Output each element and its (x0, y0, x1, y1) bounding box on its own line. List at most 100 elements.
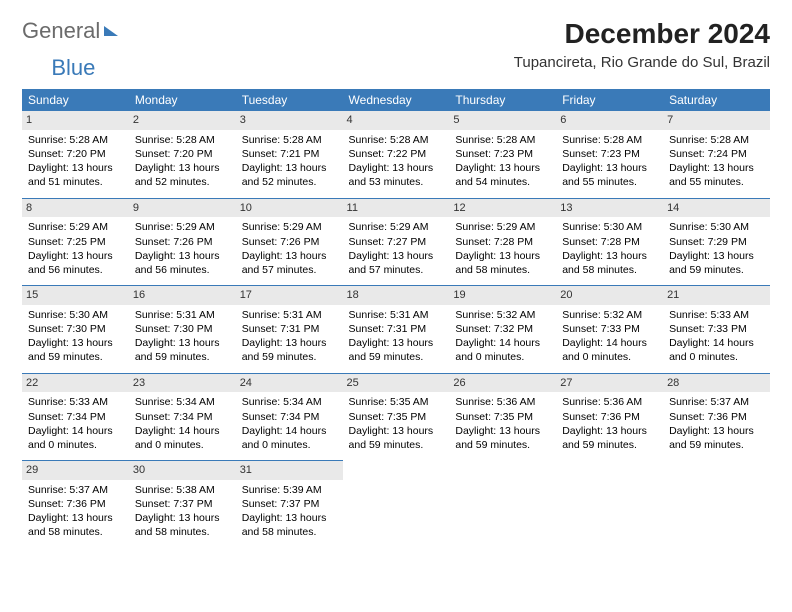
daylight-line: Daylight: 13 hours and 57 minutes. (242, 249, 337, 277)
daylight-line: Daylight: 14 hours and 0 minutes. (28, 424, 123, 452)
daylight-line: Daylight: 13 hours and 56 minutes. (28, 249, 123, 277)
sunrise-line: Sunrise: 5:28 AM (455, 133, 550, 147)
sunset-line: Sunset: 7:26 PM (242, 235, 337, 249)
title-block: December 2024 Tupancireta, Rio Grande do… (514, 18, 770, 71)
sunset-line: Sunset: 7:28 PM (562, 235, 657, 249)
location-text: Tupancireta, Rio Grande do Sul, Brazil (514, 54, 770, 71)
sunset-line: Sunset: 7:35 PM (455, 410, 550, 424)
calendar-day-cell: 9Sunrise: 5:29 AMSunset: 7:26 PMDaylight… (129, 198, 236, 286)
sunrise-line: Sunrise: 5:28 AM (349, 133, 444, 147)
calendar-day-cell: 30Sunrise: 5:38 AMSunset: 7:37 PMDayligh… (129, 461, 236, 548)
daylight-line: Daylight: 13 hours and 53 minutes. (349, 161, 444, 189)
sunset-line: Sunset: 7:31 PM (242, 322, 337, 336)
day-number: 6 (556, 111, 663, 130)
daylight-line: Daylight: 13 hours and 59 minutes. (669, 249, 764, 277)
sunset-line: Sunset: 7:35 PM (349, 410, 444, 424)
day-number: 26 (449, 374, 556, 393)
sunrise-line: Sunrise: 5:30 AM (669, 220, 764, 234)
daylight-line: Daylight: 13 hours and 58 minutes. (28, 511, 123, 539)
sunrise-line: Sunrise: 5:35 AM (349, 395, 444, 409)
daylight-line: Daylight: 13 hours and 56 minutes. (135, 249, 230, 277)
sunrise-line: Sunrise: 5:28 AM (562, 133, 657, 147)
day-number: 21 (663, 286, 770, 305)
daylight-line: Daylight: 13 hours and 58 minutes. (242, 511, 337, 539)
sunset-line: Sunset: 7:34 PM (28, 410, 123, 424)
daylight-line: Daylight: 13 hours and 58 minutes. (135, 511, 230, 539)
calendar-day-cell: 21Sunrise: 5:33 AMSunset: 7:33 PMDayligh… (663, 286, 770, 374)
sunset-line: Sunset: 7:23 PM (562, 147, 657, 161)
month-title: December 2024 (514, 18, 770, 50)
day-number: 29 (22, 461, 129, 480)
calendar-day-cell: 4 Sunrise: 5:28 AMSunset: 7:22 PMDaylight… (343, 111, 450, 198)
day-number: 3 (236, 111, 343, 130)
calendar-day-cell: 23Sunrise: 5:34 AMSunset: 7:34 PMDayligh… (129, 373, 236, 461)
sunrise-line: Sunrise: 5:29 AM (135, 220, 230, 234)
calendar-day-cell (449, 461, 556, 548)
day-number: 12 (449, 199, 556, 218)
sunrise-line: Sunrise: 5:29 AM (349, 220, 444, 234)
calendar-day-cell: 5Sunrise: 5:28 AMSunset: 7:23 PMDaylight… (449, 111, 556, 198)
daylight-line: Daylight: 13 hours and 59 minutes. (242, 336, 337, 364)
daylight-line: Daylight: 13 hours and 58 minutes. (562, 249, 657, 277)
sunrise-line: Sunrise: 5:39 AM (242, 483, 337, 497)
sunset-line: Sunset: 7:34 PM (135, 410, 230, 424)
sunrise-line: Sunrise: 5:29 AM (242, 220, 337, 234)
daylight-line: Daylight: 13 hours and 58 minutes. (455, 249, 550, 277)
sunrise-line: Sunrise: 5:28 AM (135, 133, 230, 147)
sunset-line: Sunset: 7:24 PM (669, 147, 764, 161)
day-number: 22 (22, 374, 129, 393)
sunrise-line: Sunrise: 5:28 AM (28, 133, 123, 147)
day-number: 15 (22, 286, 129, 305)
sunrise-line: Sunrise: 5:31 AM (349, 308, 444, 322)
calendar-day-cell: 29Sunrise: 5:37 AMSunset: 7:36 PMDayligh… (22, 461, 129, 548)
day-number: 18 (343, 286, 450, 305)
weekday-header: Monday (129, 89, 236, 111)
calendar-day-cell: 15Sunrise: 5:30 AMSunset: 7:30 PMDayligh… (22, 286, 129, 374)
daylight-line: Daylight: 13 hours and 52 minutes. (135, 161, 230, 189)
sunrise-line: Sunrise: 5:30 AM (562, 220, 657, 234)
calendar-day-cell: 16Sunrise: 5:31 AMSunset: 7:30 PMDayligh… (129, 286, 236, 374)
daylight-line: Daylight: 13 hours and 59 minutes. (669, 424, 764, 452)
calendar-day-cell: 27Sunrise: 5:36 AMSunset: 7:36 PMDayligh… (556, 373, 663, 461)
sunset-line: Sunset: 7:36 PM (562, 410, 657, 424)
day-number: 4 (343, 111, 450, 130)
day-number: 24 (236, 374, 343, 393)
calendar-day-cell: 17Sunrise: 5:31 AMSunset: 7:31 PMDayligh… (236, 286, 343, 374)
sunrise-line: Sunrise: 5:31 AM (242, 308, 337, 322)
sunset-line: Sunset: 7:27 PM (349, 235, 444, 249)
triangle-icon (104, 26, 118, 36)
daylight-line: Daylight: 13 hours and 59 minutes. (349, 336, 444, 364)
calendar-day-cell: 2Sunrise: 5:28 AMSunset: 7:20 PMDaylight… (129, 111, 236, 198)
calendar-day-cell: 19Sunrise: 5:32 AMSunset: 7:32 PMDayligh… (449, 286, 556, 374)
weekday-header: Sunday (22, 89, 129, 111)
calendar-day-cell: 25Sunrise: 5:35 AMSunset: 7:35 PMDayligh… (343, 373, 450, 461)
daylight-line: Daylight: 13 hours and 59 minutes. (135, 336, 230, 364)
weekday-header: Thursday (449, 89, 556, 111)
calendar-day-cell: 18Sunrise: 5:31 AMSunset: 7:31 PMDayligh… (343, 286, 450, 374)
day-number: 28 (663, 374, 770, 393)
brand-part2: Blue (51, 55, 95, 80)
day-number: 1 (22, 111, 129, 130)
sunrise-line: Sunrise: 5:33 AM (28, 395, 123, 409)
daylight-line: Daylight: 13 hours and 55 minutes. (669, 161, 764, 189)
sunrise-line: Sunrise: 5:37 AM (669, 395, 764, 409)
calendar-week-row: 15Sunrise: 5:30 AMSunset: 7:30 PMDayligh… (22, 286, 770, 374)
weekday-header: Friday (556, 89, 663, 111)
sunset-line: Sunset: 7:22 PM (349, 147, 444, 161)
day-number: 10 (236, 199, 343, 218)
sunrise-line: Sunrise: 5:34 AM (135, 395, 230, 409)
weekday-header: Wednesday (343, 89, 450, 111)
calendar-day-cell (663, 461, 770, 548)
calendar-day-cell: 22 Sunrise: 5:33 AMSunset: 7:34 PMDayligh… (22, 373, 129, 461)
sunrise-line: Sunrise: 5:29 AM (28, 220, 123, 234)
sunset-line: Sunset: 7:30 PM (135, 322, 230, 336)
day-number: 11 (343, 199, 450, 218)
sunrise-line: Sunrise: 5:34 AM (242, 395, 337, 409)
calendar-page: General December 2024 Tupancireta, Rio G… (0, 0, 792, 566)
sunset-line: Sunset: 7:37 PM (242, 497, 337, 511)
calendar-week-row: 29Sunrise: 5:37 AMSunset: 7:36 PMDayligh… (22, 461, 770, 548)
day-number: 8 (22, 199, 129, 218)
daylight-line: Daylight: 14 hours and 0 minutes. (242, 424, 337, 452)
daylight-line: Daylight: 13 hours and 59 minutes. (349, 424, 444, 452)
sunrise-line: Sunrise: 5:32 AM (562, 308, 657, 322)
